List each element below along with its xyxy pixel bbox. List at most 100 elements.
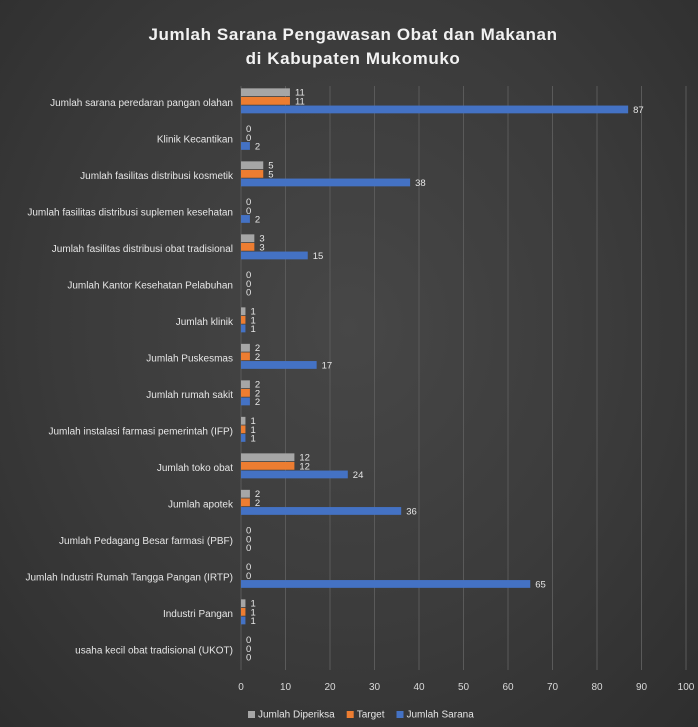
x-tick-label: 20 [324, 682, 336, 693]
chart-title: Jumlah Sarana Pengawasan Obat dan Makana… [148, 25, 557, 68]
bar [241, 599, 246, 608]
data-label: 1 [250, 324, 255, 335]
data-label: 0 [246, 571, 251, 582]
data-label: 0 [246, 543, 251, 554]
data-label: 2 [255, 388, 260, 399]
bar [241, 397, 250, 406]
x-tick-label: 50 [458, 682, 470, 693]
legend: Jumlah Diperiksa Target Jumlah Sarana [248, 710, 474, 721]
bar [241, 507, 402, 515]
category-label: Jumlah Puskesmas [146, 353, 233, 364]
category-label: Jumlah fasilitas distribusi suplemen kes… [27, 207, 233, 218]
bar [241, 388, 250, 397]
data-label: 0 [246, 562, 251, 573]
data-label: 2 [255, 397, 260, 408]
data-label: 3 [259, 234, 264, 245]
legend-swatch [396, 711, 404, 718]
bar [241, 307, 246, 316]
data-label: 1 [250, 315, 255, 326]
data-label: 5 [268, 169, 273, 180]
bar [241, 434, 246, 442]
data-label: 2 [255, 380, 260, 391]
category-label: Jumlah klinik [176, 317, 234, 328]
category-label: Jumlah instalasi farmasi pemerintah (IFP… [48, 426, 233, 437]
bar [241, 178, 411, 187]
data-label: 0 [246, 534, 251, 545]
bar [241, 461, 295, 470]
bar [241, 343, 250, 352]
x-axis-ticks: 0 10 20 30 40 50 60 70 80 90 100 [238, 682, 695, 693]
x-tick-label: 60 [502, 682, 514, 693]
bar [241, 616, 246, 625]
category-label: Jumlah Kantor Kesehatan Pelabuhan [67, 280, 233, 291]
data-label: 1 [250, 416, 255, 427]
x-tick-label: 40 [413, 682, 425, 693]
bar [241, 416, 246, 425]
bar [241, 315, 246, 324]
data-label: 2 [255, 141, 260, 152]
bar [241, 352, 250, 361]
bar [241, 324, 246, 333]
data-label: 1 [250, 607, 255, 618]
bar [241, 88, 290, 97]
bar [241, 96, 290, 105]
bar [241, 470, 348, 479]
bar [241, 169, 264, 178]
data-label: 2 [255, 214, 260, 225]
data-label: 1 [250, 433, 255, 444]
data-label: 3 [259, 242, 264, 253]
data-label: 0 [246, 124, 251, 135]
category-label: Jumlah sarana peredaran pangan olahan [50, 98, 233, 109]
x-tick-label: 0 [238, 682, 244, 693]
data-label: 5 [268, 161, 273, 172]
data-label: 2 [255, 498, 260, 509]
data-label: 0 [246, 652, 251, 663]
data-label: 11 [295, 96, 305, 107]
data-label: 0 [246, 270, 251, 281]
data-label: 1 [250, 616, 255, 627]
bar [241, 607, 246, 616]
data-label: 0 [246, 644, 251, 655]
category-label: Jumlah apotek [168, 499, 234, 510]
bar [241, 251, 308, 260]
bar [241, 242, 255, 251]
category-label: Jumlah fasilitas distribusi kosmetik [80, 171, 234, 182]
data-label: 0 [246, 279, 251, 290]
data-label: 0 [246, 526, 251, 537]
data-label: 15 [313, 251, 324, 262]
bar [241, 234, 255, 243]
data-label: 1 [250, 307, 255, 318]
x-tick-label: 100 [678, 682, 695, 693]
x-tick-label: 10 [280, 682, 292, 693]
data-label: 17 [322, 360, 333, 371]
data-label: 87 [633, 105, 644, 116]
legend-label: Jumlah Sarana [407, 710, 475, 721]
data-label: 0 [246, 133, 251, 144]
category-label: Jumlah fasilitas distribusi obat tradisi… [52, 244, 233, 255]
data-label: 0 [246, 287, 251, 298]
bar [241, 489, 250, 498]
data-label: 2 [255, 489, 260, 500]
data-label: 65 [535, 579, 546, 590]
chart-title-line-1: Jumlah Sarana Pengawasan Obat dan Makana… [148, 25, 557, 44]
bar [241, 105, 629, 114]
x-tick-label: 30 [369, 682, 381, 693]
bar [241, 215, 250, 223]
category-label: Jumlah Pedagang Besar farmasi (PBF) [59, 536, 233, 547]
bar [241, 498, 250, 507]
x-tick-label: 90 [636, 682, 648, 693]
data-label: 2 [255, 352, 260, 363]
category-label: Jumlah rumah sakit [146, 390, 233, 401]
data-label: 12 [299, 453, 310, 464]
legend-swatch [346, 711, 354, 718]
data-label: 38 [415, 178, 426, 189]
bar [241, 453, 295, 462]
bar [241, 425, 246, 434]
category-labels: Jumlah sarana peredaran pangan olahan Kli… [25, 98, 234, 657]
data-label: 12 [299, 461, 310, 472]
data-label: 1 [250, 425, 255, 436]
bar [241, 142, 250, 150]
data-label: 36 [406, 506, 417, 517]
